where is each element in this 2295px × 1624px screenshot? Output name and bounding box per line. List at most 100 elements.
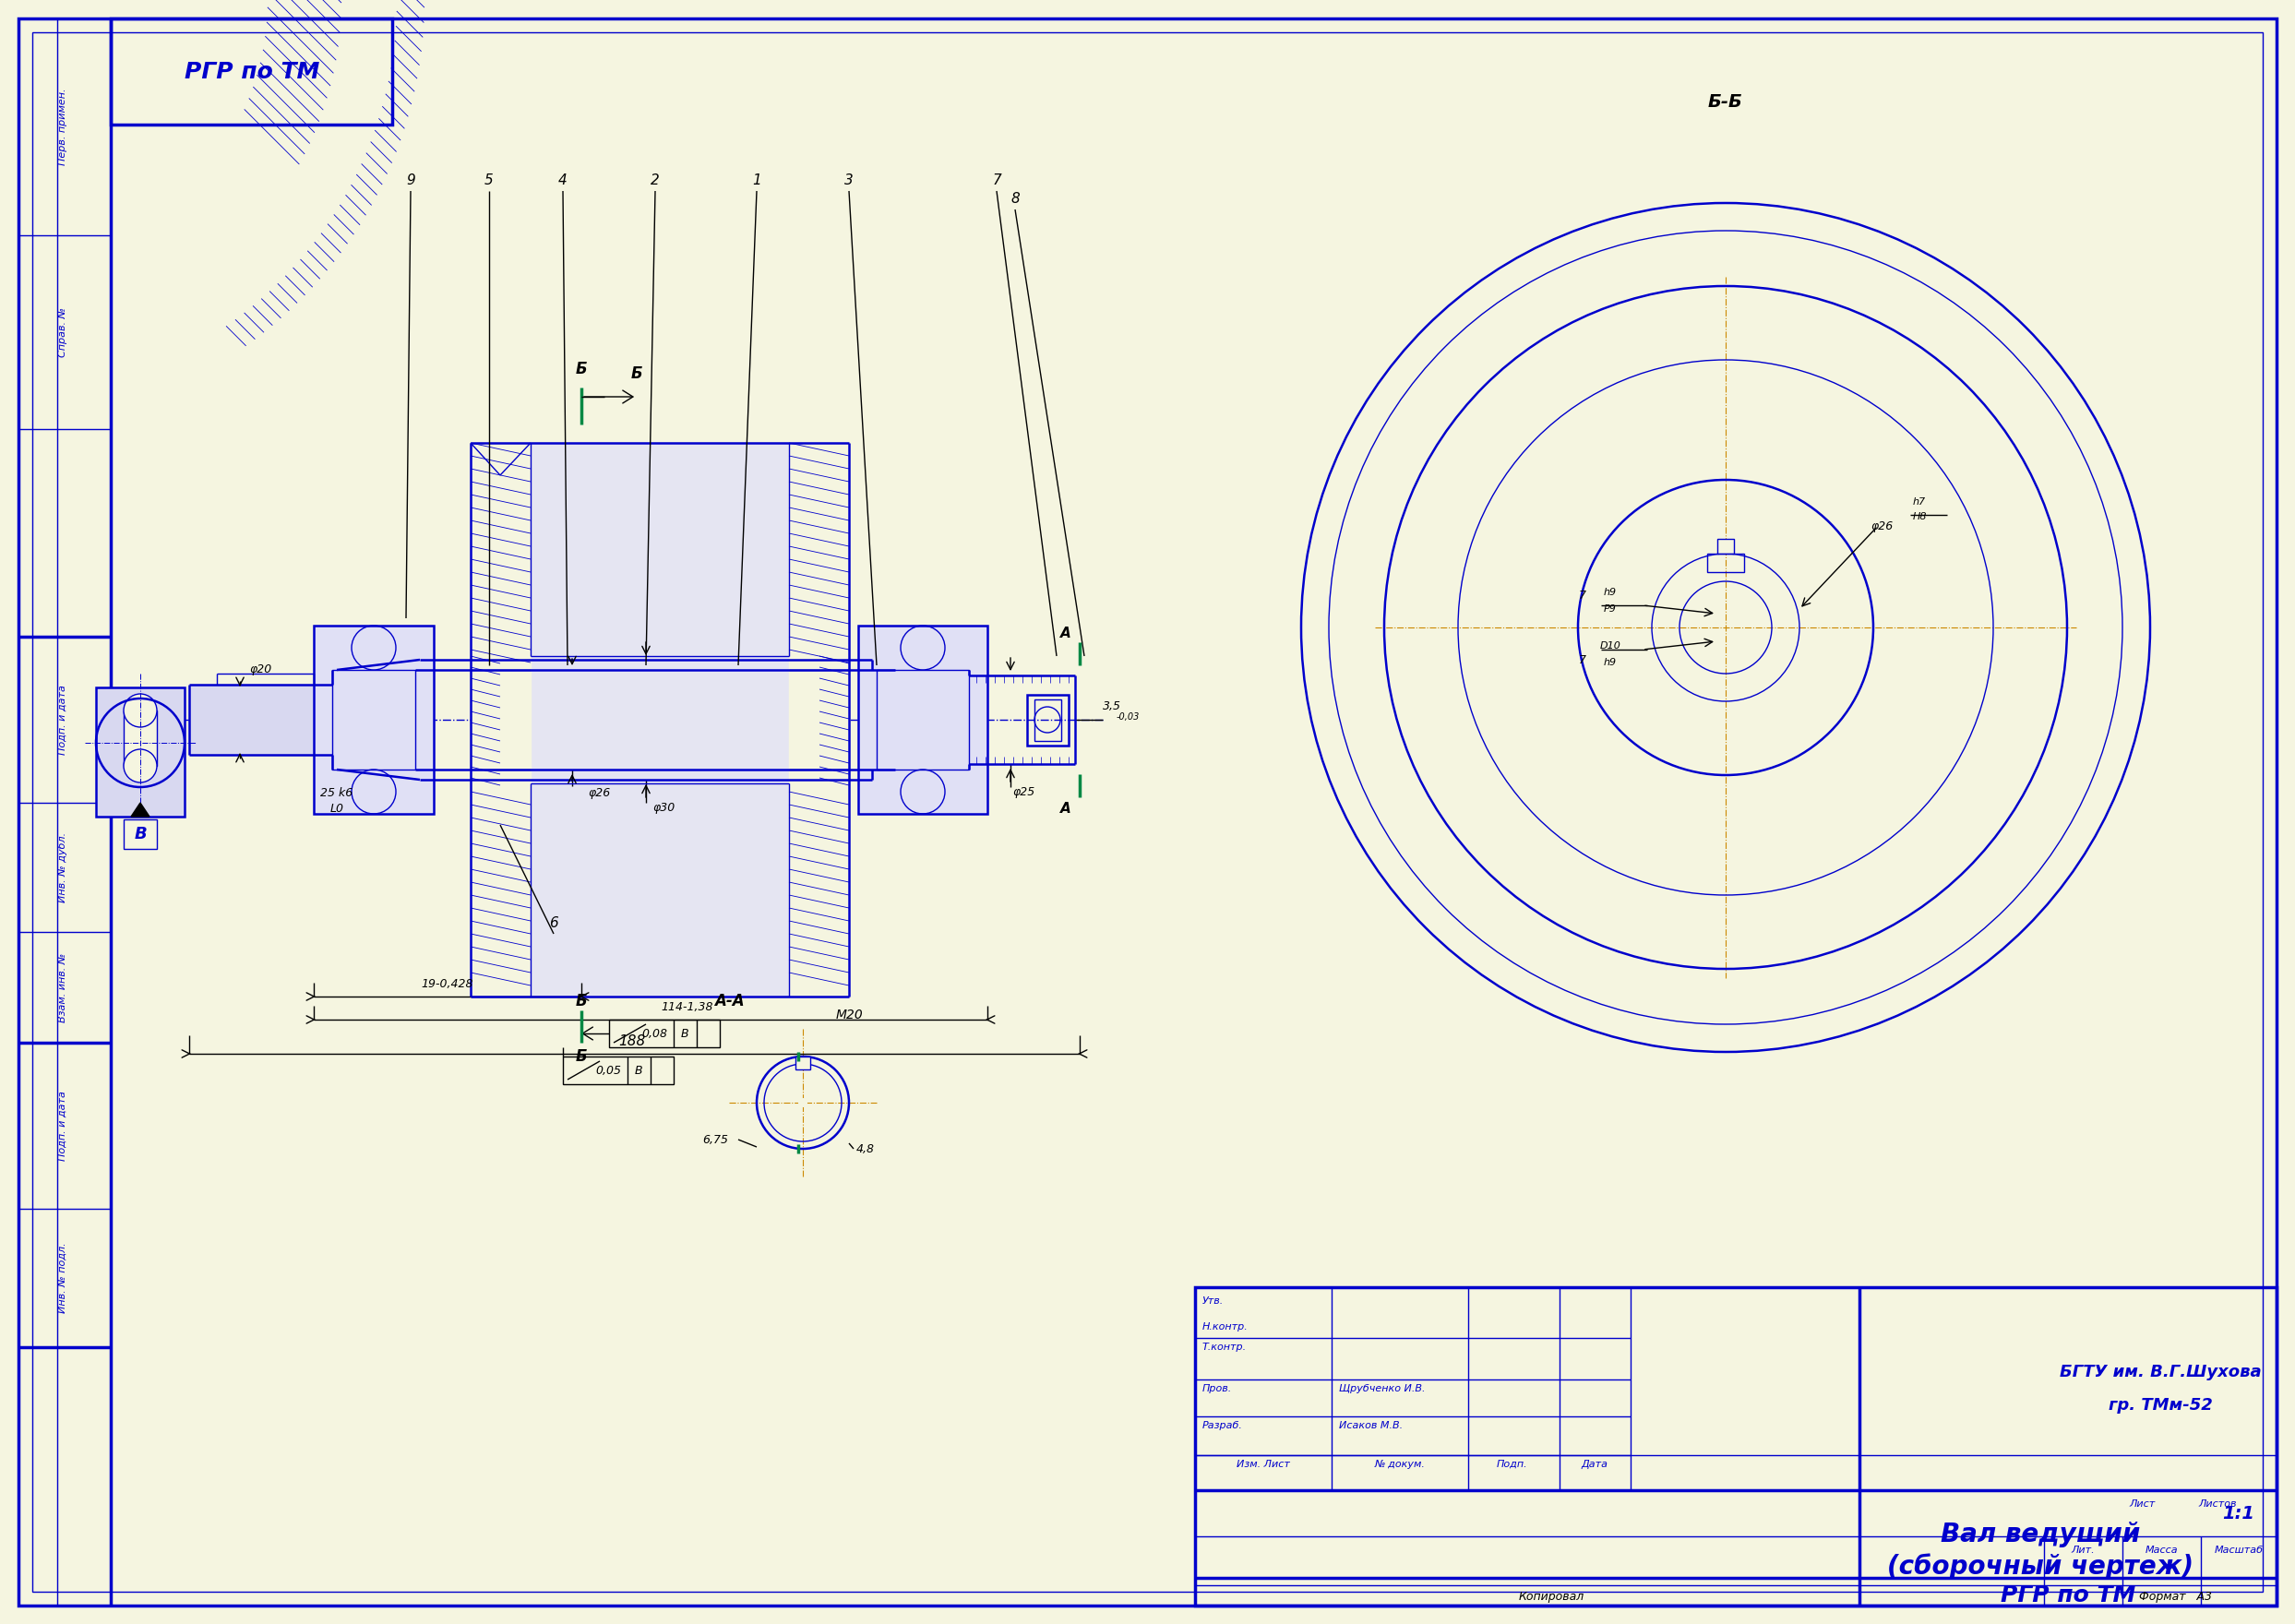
Text: Лист: Лист (2130, 1499, 2155, 1509)
Text: 0,08: 0,08 (640, 1028, 668, 1039)
Text: Масштаб: Масштаб (2215, 1546, 2263, 1554)
Text: B: B (682, 1028, 688, 1039)
Text: Разраб.: Разраб. (1203, 1421, 1244, 1431)
Text: гр. ТМм-52: гр. ТМм-52 (2109, 1397, 2212, 1413)
Bar (1707, 554, 1744, 572)
Text: 6,75: 6,75 (702, 1134, 728, 1145)
Text: Н.контр.: Н.контр. (1203, 1322, 1248, 1332)
Text: Инв. № подл.: Инв. № подл. (57, 1242, 67, 1314)
Bar (877, 669, 968, 770)
Text: А-А: А-А (714, 992, 744, 1010)
Text: 9: 9 (406, 174, 415, 187)
Text: Утв.: Утв. (1203, 1296, 1223, 1306)
Polygon shape (470, 443, 849, 997)
Text: Подп. и дата: Подп. и дата (57, 685, 67, 755)
Text: 1:1: 1:1 (2222, 1504, 2256, 1522)
Text: Б: Б (576, 1047, 588, 1065)
Text: Б: Б (576, 992, 588, 1010)
Circle shape (124, 693, 156, 728)
Bar (333, 669, 415, 770)
Text: h7: h7 (1914, 497, 1926, 507)
Text: 3: 3 (845, 174, 854, 187)
Text: 6: 6 (549, 916, 558, 929)
Bar (124, 820, 156, 849)
Text: Изм. Лист: Изм. Лист (1237, 1460, 1290, 1470)
Text: Б: Б (576, 361, 588, 377)
Bar (110, 18, 392, 125)
Text: 2: 2 (652, 174, 659, 187)
Text: H8: H8 (1912, 512, 1926, 521)
Text: (сборочный чертеж): (сборочный чертеж) (1886, 1553, 2194, 1580)
Text: Листов: Листов (2199, 1499, 2238, 1509)
Text: Б: Б (631, 365, 643, 382)
Polygon shape (470, 443, 530, 997)
Text: Масса: Масса (2146, 1546, 2178, 1554)
Text: 4,8: 4,8 (856, 1143, 874, 1155)
Text: Подп.: Подп. (1496, 1460, 1526, 1470)
Text: Перв. примен.: Перв. примен. (57, 88, 67, 166)
Text: M20: M20 (835, 1009, 863, 1021)
Text: Формат   А3: Формат А3 (2139, 1590, 2212, 1603)
Circle shape (799, 1098, 808, 1108)
Bar (96, 687, 184, 817)
Text: L0: L0 (330, 802, 344, 814)
Text: Вал ведущий: Вал ведущий (1942, 1522, 2141, 1548)
Text: Справ. №: Справ. № (57, 307, 67, 357)
Text: Подп. и дата: Подп. и дата (57, 1091, 67, 1161)
Text: Т.контр.: Т.контр. (1203, 1343, 1246, 1351)
Text: Исаков М.В.: Исаков М.В. (1338, 1421, 1402, 1431)
Text: h9: h9 (1604, 658, 1616, 667)
Text: 0,05: 0,05 (594, 1064, 622, 1077)
Bar (124, 711, 156, 767)
Text: 19-0,428: 19-0,428 (422, 978, 473, 989)
Bar (858, 625, 987, 814)
Bar (1035, 700, 1060, 741)
Text: 3,5: 3,5 (1102, 700, 1122, 711)
Text: 1: 1 (753, 174, 762, 187)
Text: Б-Б: Б-Б (1707, 93, 1744, 110)
Text: Копировал: Копировал (1519, 1590, 1586, 1603)
Text: -0,03: -0,03 (1118, 713, 1141, 721)
Text: РГР по ТМ: РГР по ТМ (2001, 1585, 2137, 1606)
Text: 7: 7 (1579, 590, 1586, 601)
Text: Щрубченко И.В.: Щрубченко И.В. (1338, 1384, 1425, 1393)
Text: φ20: φ20 (250, 663, 273, 676)
Text: № докум.: № докум. (1375, 1460, 1425, 1470)
Text: 4: 4 (558, 174, 567, 187)
Polygon shape (131, 802, 149, 817)
Polygon shape (188, 685, 333, 755)
Text: Дата: Дата (1581, 1460, 1609, 1470)
Text: φ30: φ30 (654, 801, 675, 814)
Text: D10: D10 (1600, 641, 1620, 651)
Text: φ26: φ26 (588, 786, 610, 799)
Text: φ26: φ26 (1870, 520, 1893, 533)
Polygon shape (314, 625, 434, 814)
Text: 5: 5 (484, 174, 493, 187)
Bar (1028, 695, 1069, 745)
Text: 7: 7 (991, 174, 1001, 187)
Bar (796, 1057, 810, 1070)
Bar (1196, 1288, 2277, 1606)
Bar (314, 625, 434, 814)
Text: Пров.: Пров. (1203, 1384, 1232, 1393)
Text: h9: h9 (1604, 588, 1616, 598)
Text: РГР по ТМ: РГР по ТМ (184, 62, 319, 83)
Polygon shape (789, 443, 849, 997)
Circle shape (124, 749, 156, 783)
Text: Взам. инв. №: Взам. инв. № (57, 953, 67, 1021)
Text: Инв. № дубл.: Инв. № дубл. (57, 831, 67, 903)
Bar (562, 1057, 675, 1085)
Text: φ25: φ25 (1012, 786, 1035, 797)
Text: А: А (1060, 627, 1072, 640)
Text: 7: 7 (1579, 654, 1586, 666)
Text: 25 k6: 25 k6 (321, 786, 353, 799)
Text: B: B (133, 827, 147, 843)
Text: 114-1,38: 114-1,38 (661, 1000, 714, 1013)
Text: 188: 188 (620, 1034, 645, 1047)
Polygon shape (858, 625, 987, 814)
Text: БГТУ им. В.Г.Шухова: БГТУ им. В.Г.Шухова (2059, 1364, 2261, 1380)
Text: P9: P9 (1604, 604, 1616, 614)
Text: B: B (636, 1064, 643, 1077)
Text: 8: 8 (1010, 192, 1019, 205)
Bar (608, 1020, 721, 1047)
